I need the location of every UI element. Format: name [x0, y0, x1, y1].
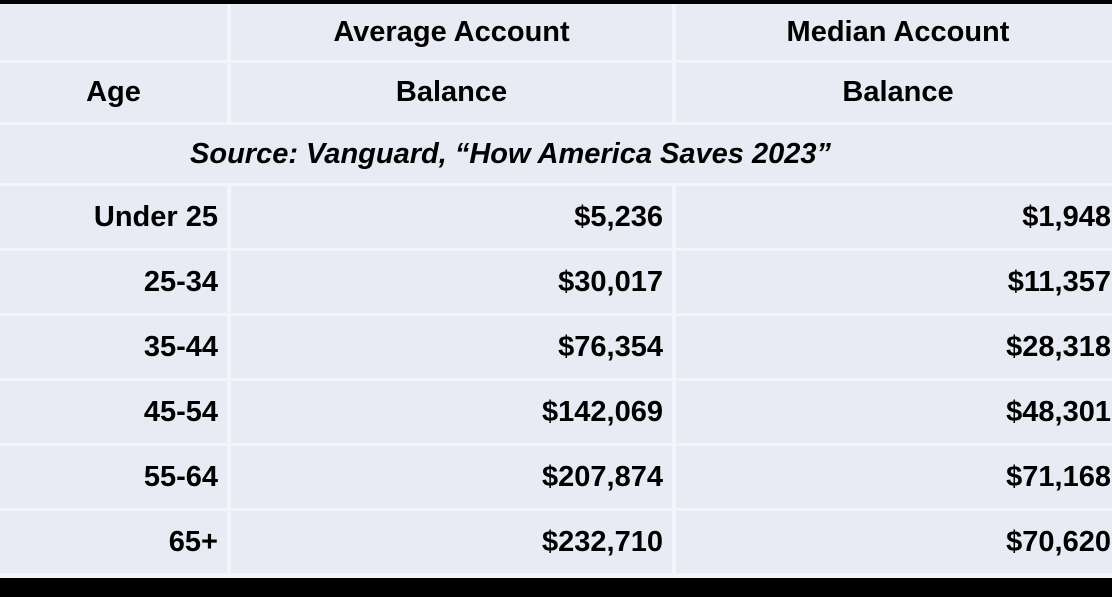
source-note-row: Source: Vanguard, “How America Saves 202… [0, 125, 1112, 183]
table-row: Under 25 $5,236 $1,948 [0, 186, 1112, 248]
header-cell-empty [0, 4, 227, 60]
table-row: 35-44 $76,354 $28,318 [0, 316, 1112, 378]
top-black-bar [0, 0, 1112, 4]
cell-age: 25-34 [0, 251, 227, 313]
cell-average-balance: $5,236 [231, 186, 672, 248]
cell-median-balance: $70,620 [676, 511, 1112, 573]
cell-median-balance: $1,948 [676, 186, 1112, 248]
cell-age: 35-44 [0, 316, 227, 378]
table-header-row-top: Average Account Median Account [0, 4, 1112, 60]
cell-average-balance: $232,710 [231, 511, 672, 573]
cell-age: 45-54 [0, 381, 227, 443]
cell-average-balance: $142,069 [231, 381, 672, 443]
cell-median-balance: $48,301 [676, 381, 1112, 443]
balance-table-container: Average Account Median Account Age Balan… [0, 4, 1112, 578]
table-header-row-bottom: Age Balance Balance [0, 63, 1112, 122]
bottom-black-bar [0, 578, 1112, 597]
table-row: 25-34 $30,017 $11,357 [0, 251, 1112, 313]
cell-age: 55-64 [0, 446, 227, 508]
cell-average-balance: $76,354 [231, 316, 672, 378]
header-median-line1: Median Account [676, 4, 1112, 60]
cell-average-balance: $207,874 [231, 446, 672, 508]
table-row: 55-64 $207,874 $71,168 [0, 446, 1112, 508]
header-median-line2: Balance [676, 63, 1112, 122]
retirement-balance-table: Average Account Median Account Age Balan… [0, 1, 1112, 576]
cell-median-balance: $71,168 [676, 446, 1112, 508]
cell-median-balance: $28,318 [676, 316, 1112, 378]
header-average-line1: Average Account [231, 4, 672, 60]
cell-average-balance: $30,017 [231, 251, 672, 313]
cell-age: 65+ [0, 511, 227, 573]
source-note: Source: Vanguard, “How America Saves 202… [0, 125, 1112, 183]
header-average-line2: Balance [231, 63, 672, 122]
table-row: 65+ $232,710 $70,620 [0, 511, 1112, 573]
table-row: 45-54 $142,069 $48,301 [0, 381, 1112, 443]
header-age: Age [0, 63, 227, 122]
cell-median-balance: $11,357 [676, 251, 1112, 313]
cell-age: Under 25 [0, 186, 227, 248]
